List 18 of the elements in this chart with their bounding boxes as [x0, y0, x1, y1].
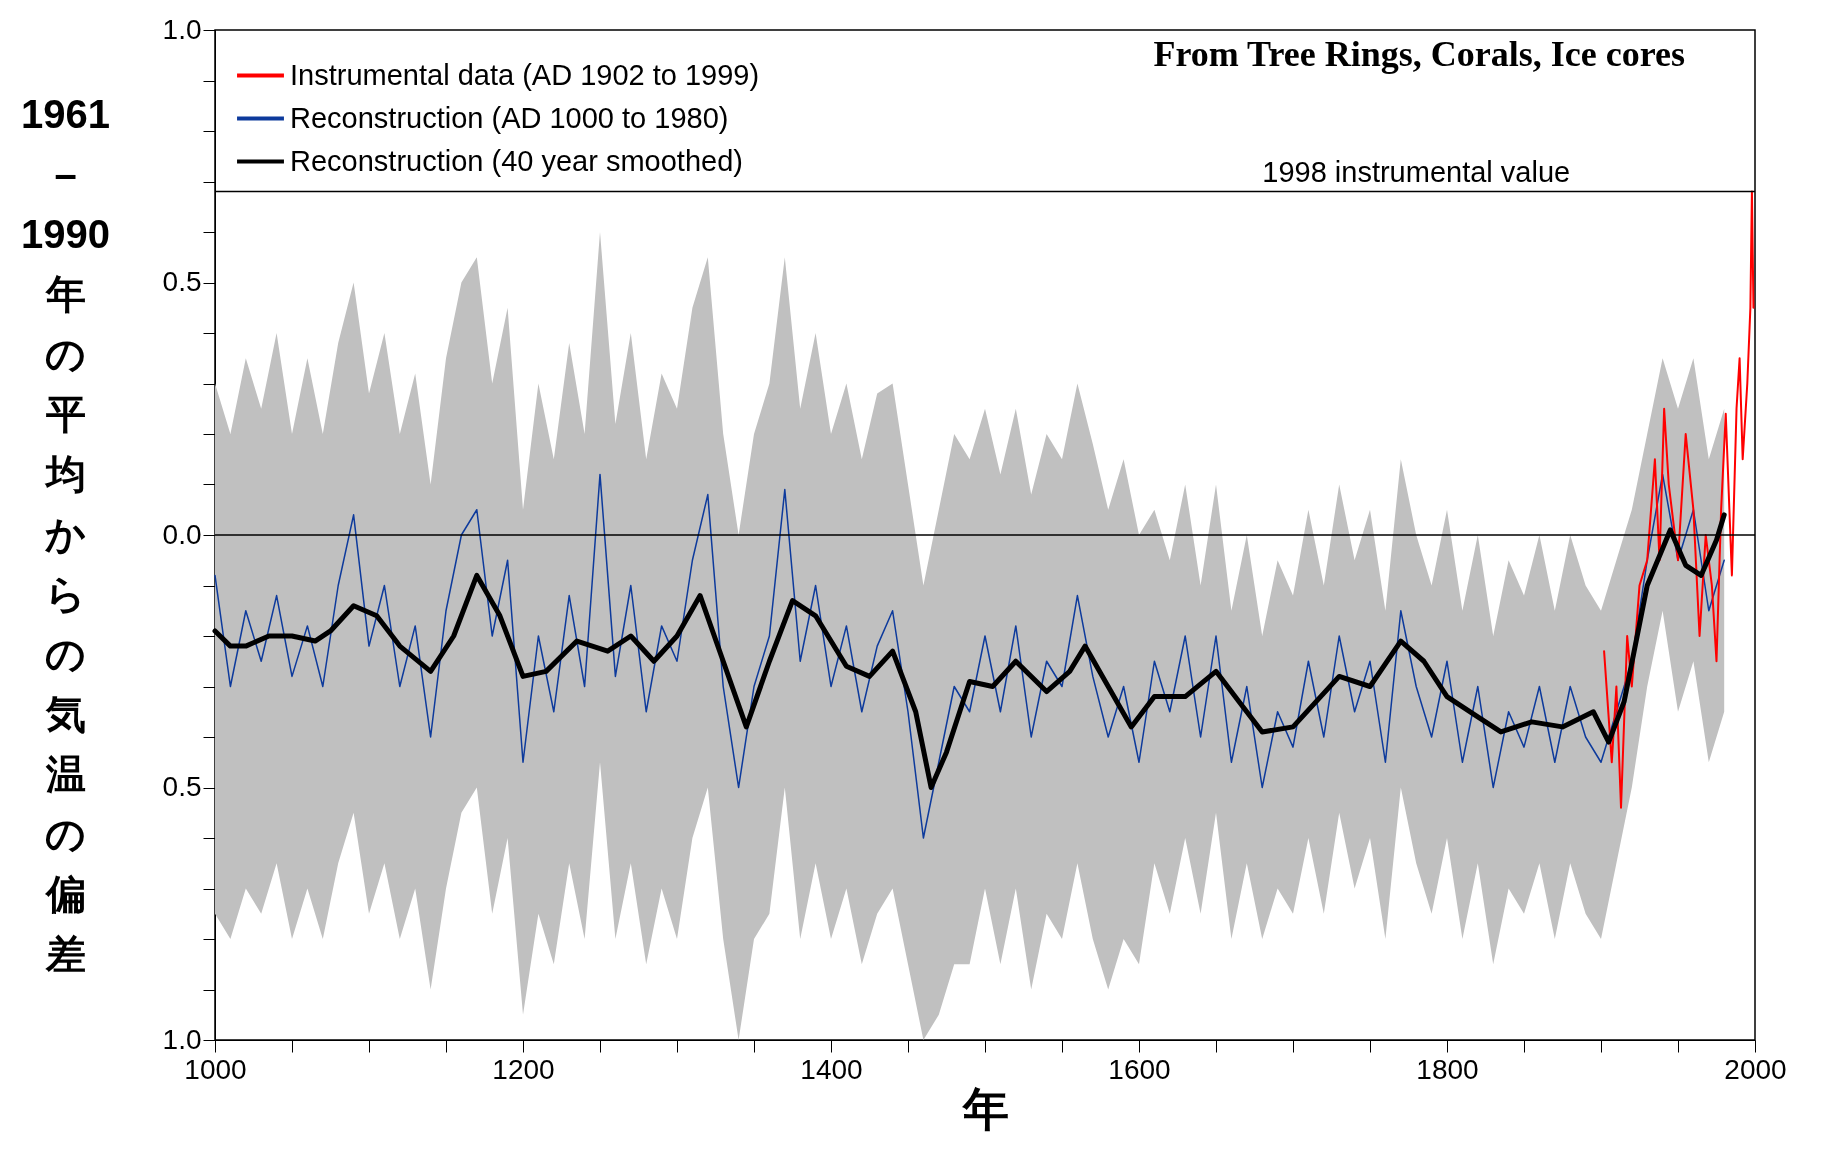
- y-tick-label: 1.0: [162, 1023, 202, 1055]
- y-tick-label: 0.0: [162, 518, 202, 550]
- x-tick-label: 2000: [1724, 1053, 1787, 1085]
- x-tick-label: 1400: [800, 1053, 863, 1085]
- text: 1961–1990年の平均からの気温の偏差: [21, 91, 110, 976]
- legend-label: Instrumental data (AD 1902 to 1999): [290, 58, 760, 91]
- y-tick-label: 1.0: [162, 13, 202, 45]
- legend-label: Reconstruction (AD 1000 to 1980): [290, 101, 729, 134]
- x-tick-label: 1800: [1416, 1053, 1479, 1085]
- y-tick-label: 0.5: [162, 771, 202, 802]
- annotation: From Tree Rings, Corals, Ice cores: [1153, 34, 1685, 74]
- y-tick-label: 0.5: [162, 266, 202, 297]
- x-tick-label: 1600: [1108, 1053, 1171, 1085]
- legend-label: Reconstruction (40 year smoothed): [290, 144, 743, 177]
- x-axis-title: 年: [960, 1082, 1009, 1135]
- x-tick-label: 1000: [184, 1053, 247, 1085]
- x-tick-label: 1200: [492, 1053, 555, 1085]
- ref-line-label: 1998 instrumental value: [1262, 155, 1571, 188]
